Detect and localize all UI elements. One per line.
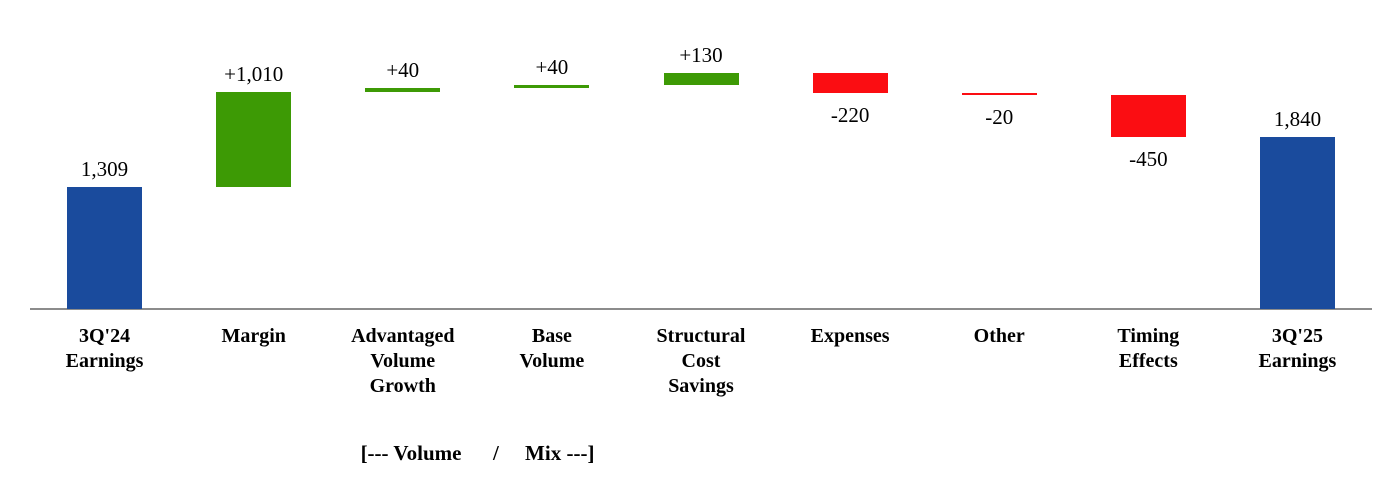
bar-expenses (812, 72, 888, 94)
category-label-expenses: Expenses (810, 325, 890, 347)
bar-base-volume (514, 84, 590, 89)
category-label-structural-cost-savings: Structural Cost Savings (656, 325, 746, 397)
category-label-3q-25-earnings: 3Q'25 Earnings (1258, 325, 1337, 372)
data-label-other: -20 (985, 105, 1014, 130)
bar-advantaged-volume-growth (365, 88, 441, 93)
bar-3q-25-earnings (1259, 136, 1335, 309)
bar-timing-effects (1110, 94, 1186, 138)
data-label-structural-cost-savings: +130 (679, 42, 723, 67)
category-label-3q-24-earnings: 3Q'24 Earnings (65, 325, 144, 372)
bar-margin (216, 92, 292, 187)
x-axis-line (30, 308, 1372, 310)
category-label-other: Other (973, 325, 1025, 347)
volume-mix-bracket-label: [--- Volume / Mix ---] (360, 441, 595, 465)
category-label-margin: Margin (221, 325, 286, 347)
category-label-base-volume: Base Volume (519, 325, 585, 372)
data-label-3q-24-earnings: 1,309 (80, 156, 129, 181)
data-label-3q-25-earnings: 1,840 (1273, 106, 1322, 131)
data-label-timing-effects: -450 (1129, 147, 1168, 172)
bar-structural-cost-savings (663, 72, 739, 85)
data-label-margin: +1,010 (224, 62, 284, 87)
data-label-base-volume: +40 (535, 54, 569, 79)
bar-3q-24-earnings (67, 186, 143, 309)
bar-other (961, 93, 1037, 96)
category-label-advantaged-volume-growth: Advantaged Volume Growth (351, 325, 455, 397)
data-label-expenses: -220 (830, 103, 870, 128)
data-label-advantaged-volume-growth: +40 (386, 58, 420, 83)
category-label-timing-effects: Timing Effects (1117, 325, 1180, 372)
